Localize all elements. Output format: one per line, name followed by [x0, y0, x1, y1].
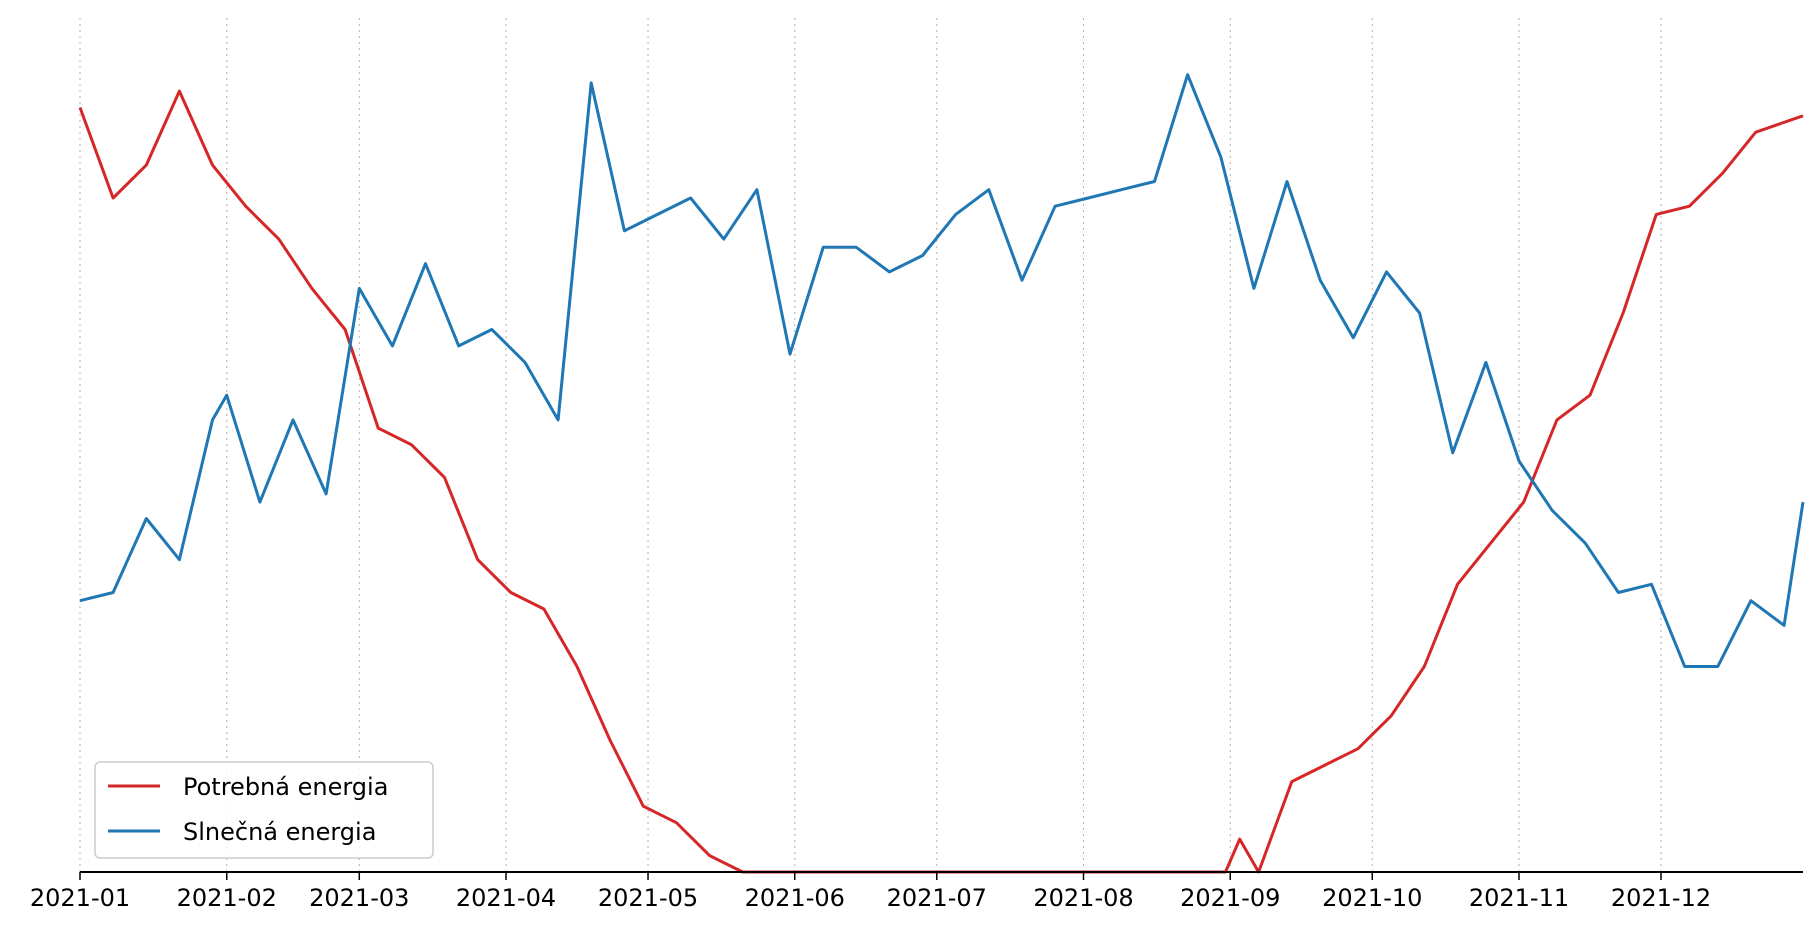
legend-box	[94, 761, 434, 859]
x-tick-label-2021-06: 2021-06	[745, 884, 845, 912]
x-tick-label-2021-09: 2021-09	[1180, 884, 1280, 912]
legend-label-slnecna: Slnečná energia	[183, 818, 376, 846]
legend-label-potrebna: Potrebná energia	[183, 773, 388, 801]
x-tick-label-2021-04: 2021-04	[456, 884, 556, 912]
x-tick-label-2021-01: 2021-01	[30, 884, 130, 912]
series-lines	[78, 73, 1805, 874]
series-line-0	[78, 89, 1804, 874]
x-tick-label-2021-02: 2021-02	[177, 884, 277, 912]
x-axis-ticks: 2021-01 2021-02 2021-03 2021-04 2021-05 2021-…	[30, 872, 1711, 912]
series-line-1	[79, 73, 1805, 668]
x-tick-label-2021-05: 2021-05	[598, 884, 698, 912]
x-tick-label-2021-10: 2021-10	[1322, 884, 1422, 912]
x-tick-label-2021-07: 2021-07	[887, 884, 987, 912]
x-tick-label-2021-11: 2021-11	[1469, 884, 1569, 912]
x-tick-label-2021-12: 2021-12	[1611, 884, 1711, 912]
x-tick-label-2021-08: 2021-08	[1033, 884, 1133, 912]
legend: Potrebná energia Slnečná energia	[94, 761, 434, 859]
x-tick-label-2021-03: 2021-03	[309, 884, 409, 912]
vertical-gridlines	[79, 18, 1662, 872]
